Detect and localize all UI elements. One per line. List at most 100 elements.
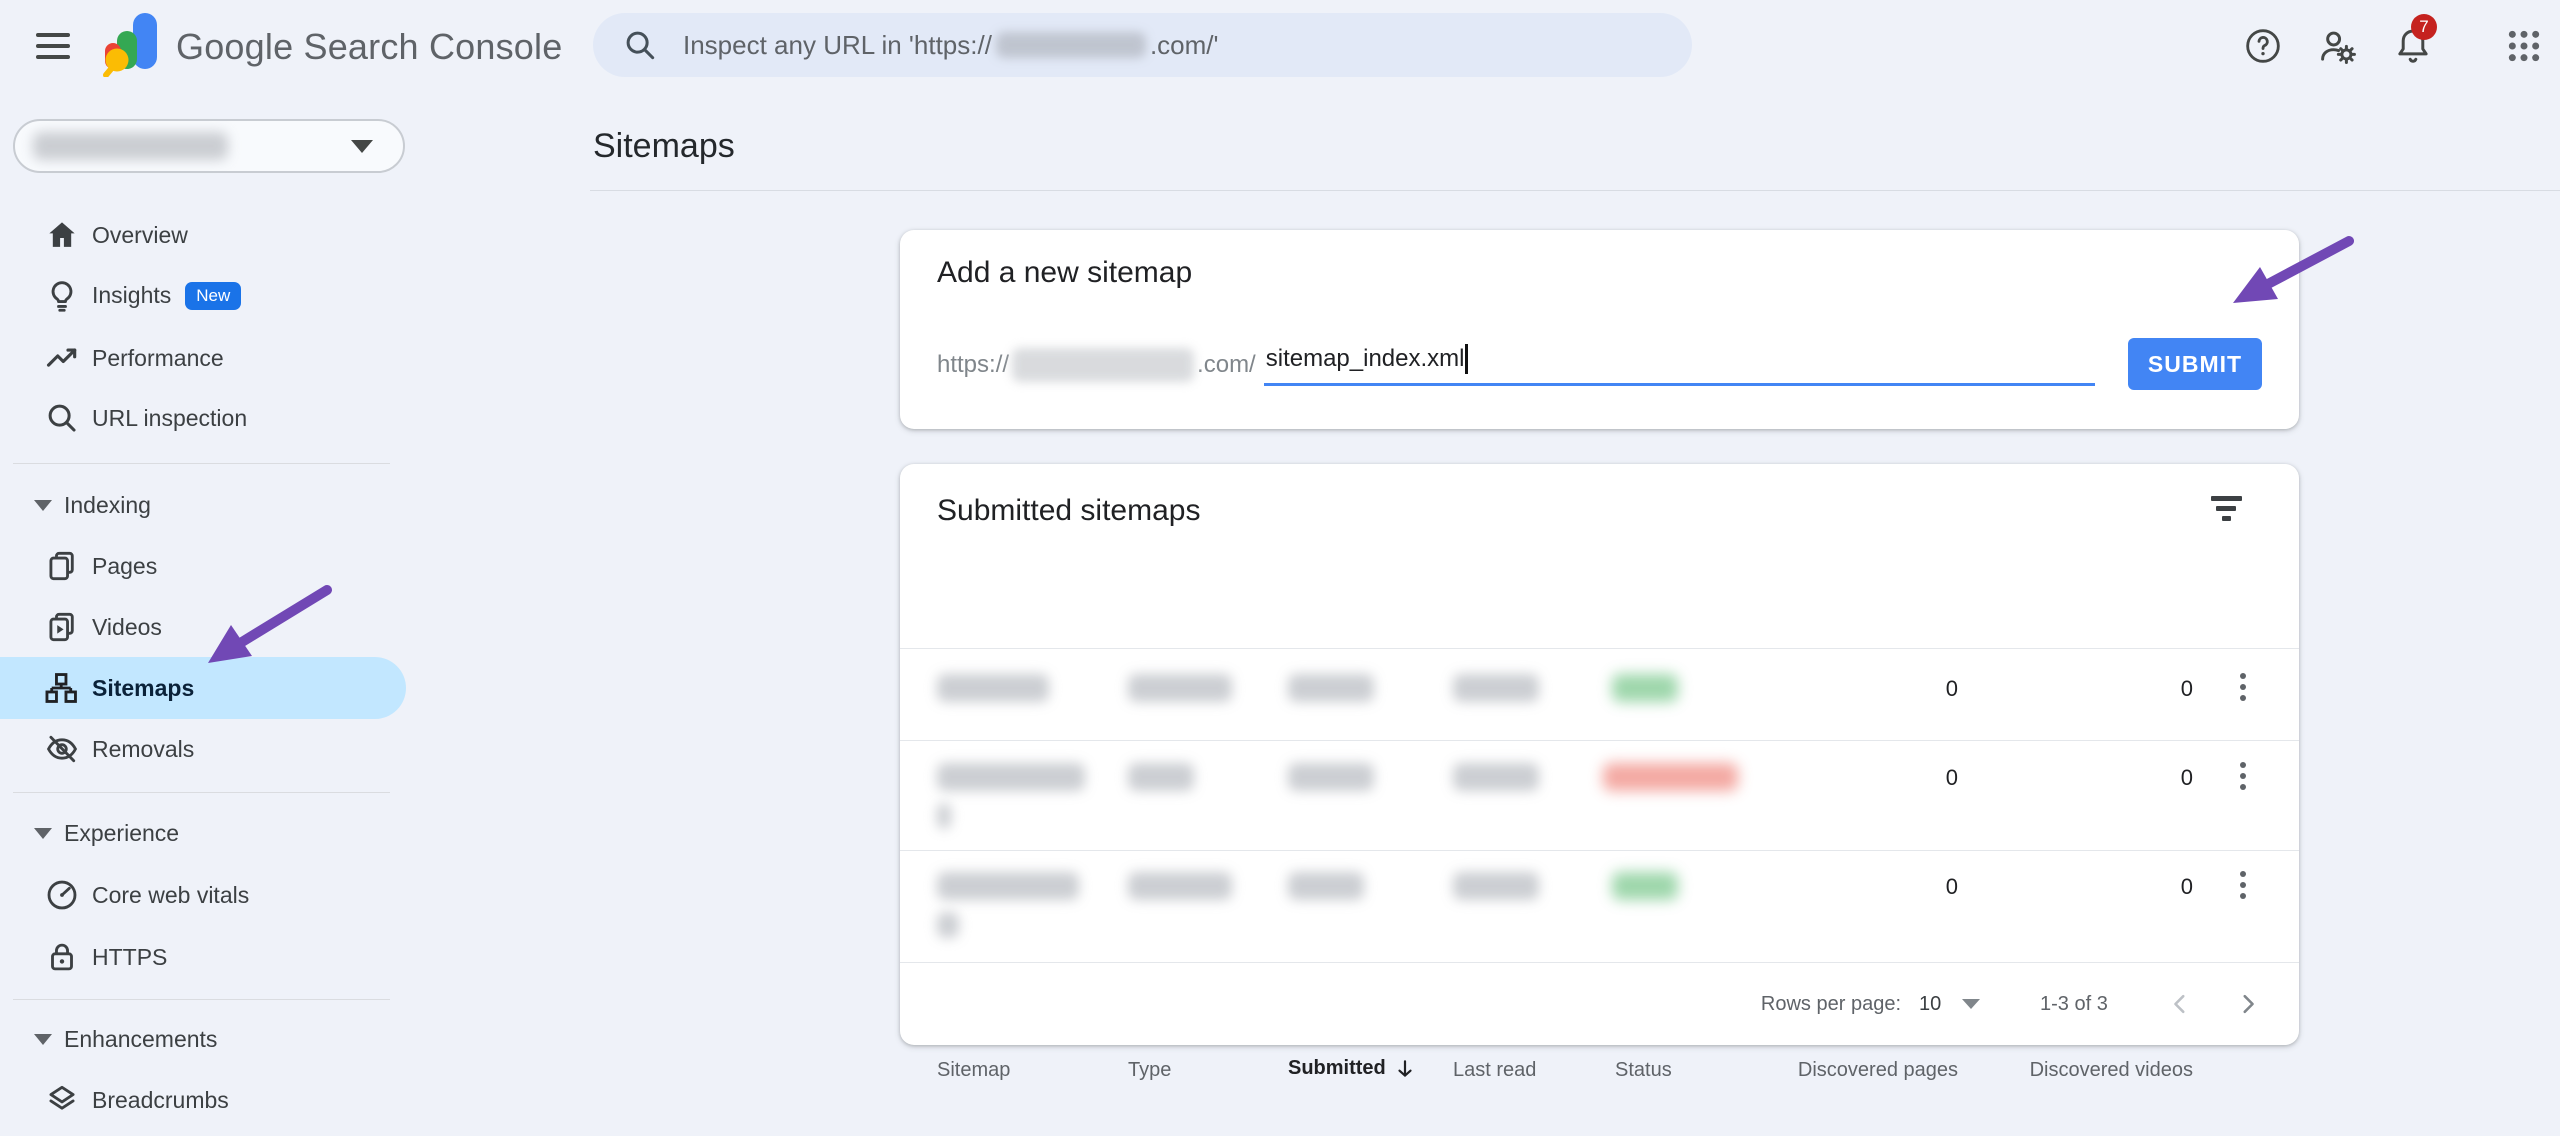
page-title: Sitemaps [593,127,735,165]
redacted-submitted-date [1288,872,1364,900]
add-sitemap-card: Add a new sitemap [900,230,2299,429]
collapse-triangle-icon [34,1033,52,1045]
discovered-videos-value: 0 [2180,676,2193,701]
url-inspection-search-input[interactable]: Inspect any URL in 'https:// .com/' [593,13,1692,77]
redacted-submitted-date [1288,763,1374,791]
redacted-sitemap-path [937,872,1079,900]
redacted-type [1128,763,1194,791]
sidebar-item-https[interactable]: HTTPS [0,927,406,987]
submitted-sitemaps-title: Submitted sitemaps [937,494,1201,527]
notification-count-badge: 7 [2411,14,2437,40]
sidebar-section-enhancements[interactable]: Enhancements [0,1014,406,1064]
table-divider [900,740,2299,741]
column-header-submitted[interactable]: Submitted [1288,1057,1416,1080]
sidebar-item-performance[interactable]: Performance [0,328,406,388]
redacted-property-name [33,132,228,160]
page-range-label: 1-3 of 3 [2040,993,2108,1015]
discovered-pages-value: 0 [1945,874,1958,899]
rows-per-page-label: Rows per page: [1760,993,1901,1015]
add-sitemap-title: Add a new sitemap [937,256,1193,289]
table-divider [900,648,2299,649]
manage-users-button[interactable] [2316,24,2360,68]
row-menu-button[interactable] [2225,756,2261,796]
rows-per-page-value[interactable]: 10 [1919,993,1942,1015]
chevron-down-icon [351,139,373,153]
redacted-last-read-date [1453,674,1539,702]
sidebar-item-breadcrumbs[interactable]: Breadcrumbs [0,1070,406,1130]
help-icon [2246,29,2280,63]
property-selector[interactable] [13,119,405,173]
column-header-sitemap[interactable]: Sitemap [937,1059,1011,1081]
collapse-triangle-icon [34,499,52,511]
sidebar-item-removals[interactable]: Removals [0,719,406,779]
chevron-left-icon [2174,994,2185,1014]
lock-icon [42,937,82,977]
sitemap-path-input[interactable]: sitemap_index.xml [1263,344,2095,386]
column-header-type[interactable]: Type [1128,1059,1172,1081]
redacted-domain [995,32,1146,58]
redacted-sitemap-path [937,674,1049,702]
status-success-redacted [1612,872,1678,900]
new-badge: New [185,282,242,310]
previous-page-button[interactable] [2160,984,2200,1024]
sidebar-item-sitemaps[interactable]: Sitemaps [0,657,406,719]
sidebar-item-pages[interactable]: Pages [0,536,406,596]
sidebar-divider [13,792,390,793]
url-suffix: .com/ [1197,351,1256,378]
url-scheme: https:// [937,351,1010,378]
sidebar-item-core-web-vitals[interactable]: Core web vitals [0,865,406,925]
redacted-site-domain [1012,348,1195,382]
discovered-videos-value: 0 [2180,874,2193,899]
redacted-last-read-date [1453,872,1539,900]
submit-button[interactable]: SUBMIT [2128,338,2262,390]
search-placeholder: Inspect any URL in 'https:// .com/' [683,29,1219,60]
apps-button[interactable] [2502,24,2546,68]
speedometer-icon [42,875,82,915]
title-divider [590,190,2560,191]
menu-icon[interactable] [36,26,80,66]
sitemap-url-row: https:// .com/ sitemap_index.xml [937,342,2095,388]
magnifier-icon [42,398,82,438]
search-console-logo-icon [103,13,157,77]
redacted-sitemap-path [937,763,1085,791]
redacted-type [1128,674,1232,702]
apps-grid-icon [2508,30,2540,62]
discovered-videos-value: 0 [2180,765,2193,790]
trending-up-icon [42,338,82,378]
next-page-button[interactable] [2228,984,2268,1024]
row-menu-button[interactable] [2225,667,2261,707]
column-header-status[interactable]: Status [1615,1059,1672,1081]
sidebar-item-insights[interactable]: Insights New [0,266,406,326]
sidebar-item-overview[interactable]: Overview [0,205,406,265]
column-header-discovered-pages[interactable]: Discovered pages [1797,1059,1958,1081]
search-icon [626,31,655,60]
column-header-last-read[interactable]: Last read [1453,1059,1537,1081]
text-cursor [1465,344,1469,374]
sitemap-icon [42,668,82,708]
table-divider [900,962,2299,963]
sort-desc-arrow-icon [1398,1059,1412,1077]
help-button[interactable] [2241,24,2285,68]
sidebar-item-videos[interactable]: Videos [0,597,406,657]
table-divider [900,850,2299,851]
sidebar-section-indexing[interactable]: Indexing [0,480,406,530]
redacted-sitemap-path-line2 [937,803,951,829]
sidebar-section-experience[interactable]: Experience [0,808,406,858]
redacted-type [1128,872,1232,900]
chevron-right-icon [2243,994,2254,1014]
home-icon [42,215,82,255]
discovered-pages-value: 0 [1945,765,1958,790]
user-settings-icon [2321,31,2356,64]
sidebar-item-url-inspection[interactable]: URL inspection [0,388,406,448]
filter-button[interactable] [2206,488,2246,528]
app-title: Google Search Console [176,26,563,67]
redacted-sitemap-path-line2 [937,912,959,938]
rows-per-page-dropdown-icon[interactable] [1962,999,1980,1009]
column-header-discovered-videos[interactable]: Discovered videos [2029,1059,2193,1081]
pages-icon [42,546,82,586]
layers-icon [42,1080,82,1120]
eye-off-icon [42,729,82,769]
sidebar-divider [13,999,390,1000]
row-menu-button[interactable] [2225,865,2261,905]
